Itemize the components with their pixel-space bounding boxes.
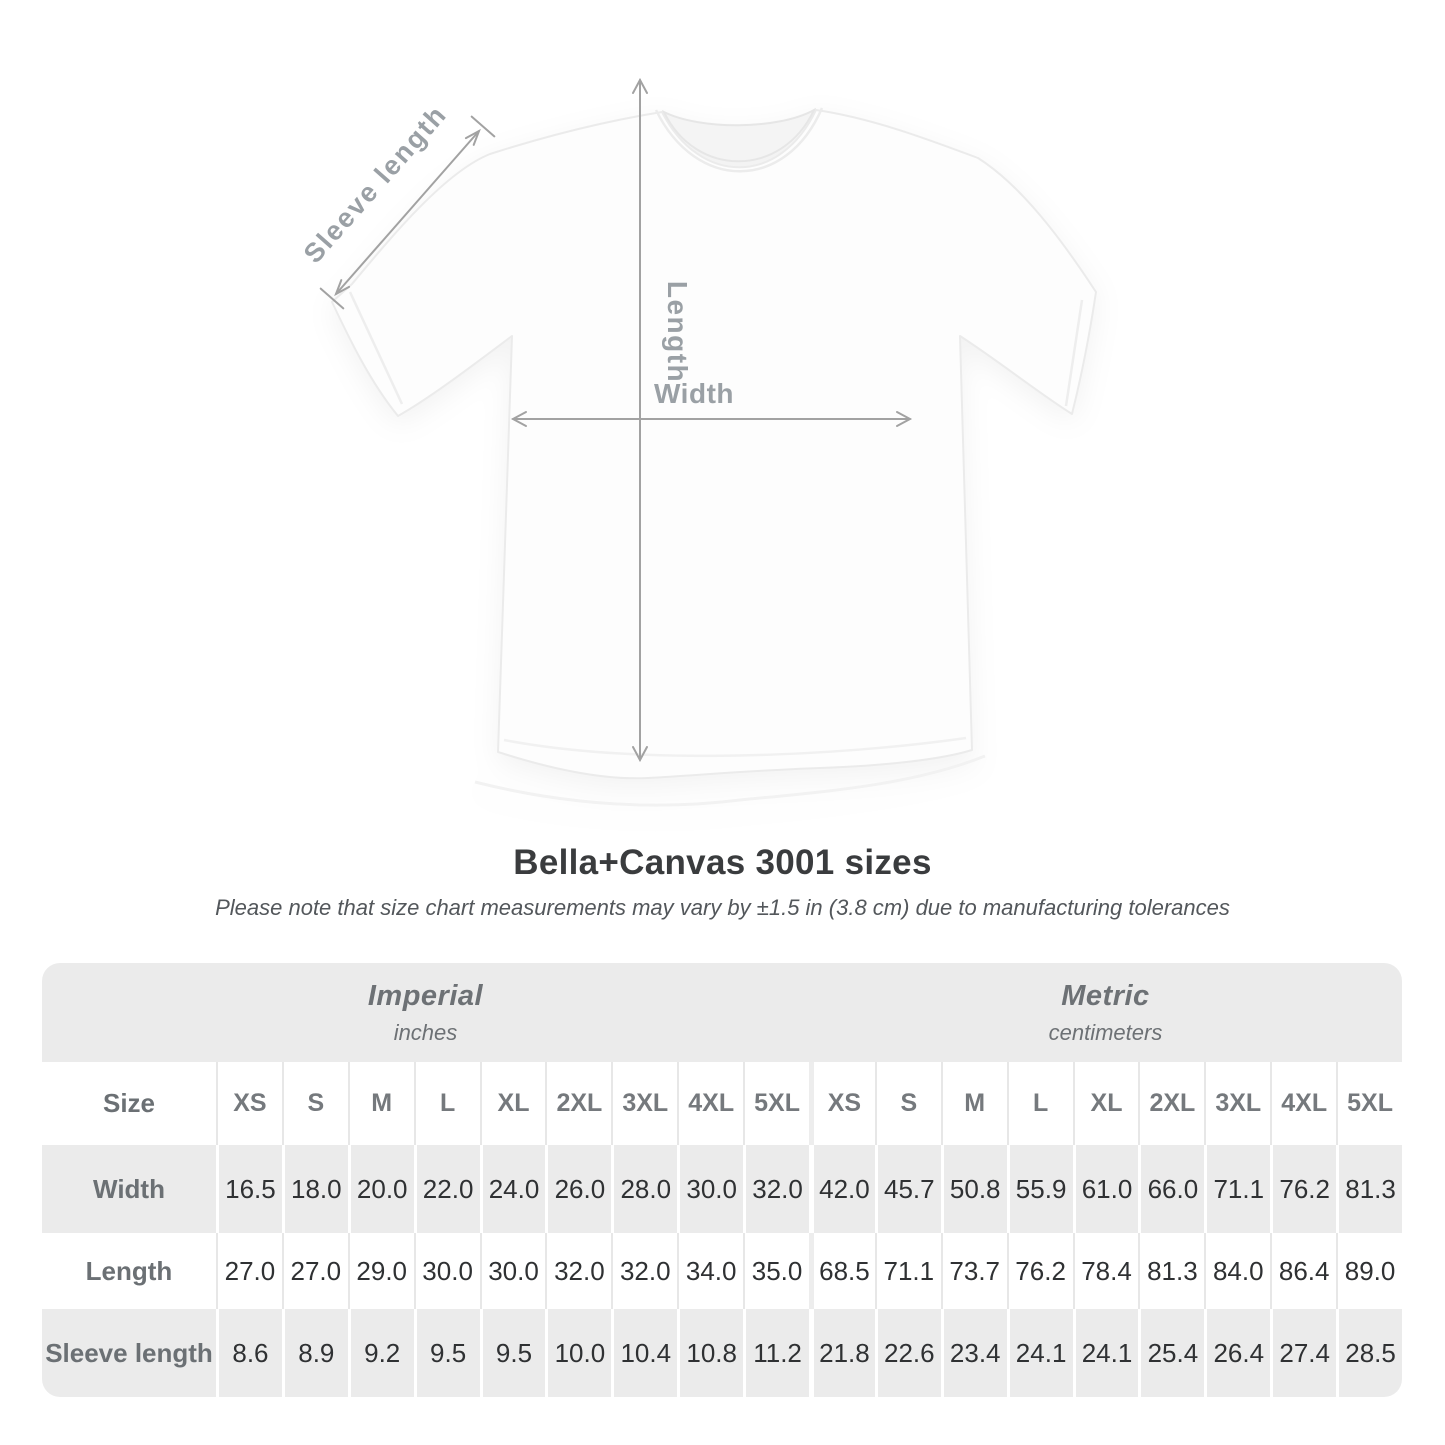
value-sleeve-length-metric: 27.4 [1270, 1309, 1337, 1397]
value-width-metric: 50.8 [940, 1145, 1007, 1233]
tshirt-diagram: Sleeve length Length Width [298, 77, 1097, 807]
value-width-metric: 71.1 [1204, 1145, 1271, 1233]
size-row-label: Size [42, 1062, 216, 1145]
size-header-metric-4xl: 4XL [1270, 1062, 1337, 1145]
tshirt-collar-opening [661, 107, 817, 163]
imperial-header: Imperial [367, 979, 484, 1012]
value-width-imperial: 22.0 [413, 1145, 480, 1233]
left-sleeve-hem [348, 291, 404, 405]
length-label: Length [662, 281, 693, 383]
imperial-unit: inches [393, 1019, 458, 1045]
size-header-metric-s: S [874, 1062, 941, 1145]
sleeve-length-arrow [319, 115, 496, 310]
row-label-width: Width [42, 1145, 216, 1233]
value-sleeve-length-metric: 24.1 [1072, 1309, 1139, 1397]
value-sleeve-length-metric: 28.5 [1336, 1309, 1402, 1397]
value-width-imperial: 20.0 [347, 1145, 414, 1233]
size-header-metric-2xl: 2XL [1138, 1062, 1205, 1145]
size-header-imperial-3xl: 3XL [611, 1062, 678, 1145]
row-label-length: Length [42, 1233, 216, 1309]
value-sleeve-length-metric: 22.6 [874, 1309, 941, 1397]
value-length-imperial: 29.0 [347, 1233, 414, 1309]
value-width-metric: 76.2 [1270, 1145, 1337, 1233]
value-sleeve-length-imperial: 9.5 [479, 1309, 546, 1397]
value-length-imperial: 35.0 [743, 1233, 809, 1309]
value-width-metric: 42.0 [808, 1145, 875, 1233]
size-header-metric-xl: XL [1072, 1062, 1139, 1145]
value-length-metric: 78.4 [1072, 1233, 1139, 1309]
value-length-metric: 73.7 [940, 1233, 1007, 1309]
size-header-imperial-xs: XS [216, 1062, 282, 1145]
value-width-imperial: 24.0 [479, 1145, 546, 1233]
metric-header-group: Metric centimeters [808, 963, 1402, 1062]
value-length-metric: 71.1 [874, 1233, 941, 1309]
size-header-metric-5xl: 5XL [1336, 1062, 1402, 1145]
row-label-sleeve-length: Sleeve length [42, 1309, 216, 1397]
size-header-metric-l: L [1006, 1062, 1073, 1145]
imperial-header-group: Imperial inches [42, 963, 809, 1062]
value-length-imperial: 30.0 [413, 1233, 480, 1309]
value-sleeve-length-imperial: 9.5 [413, 1309, 480, 1397]
size-header-imperial-m: M [347, 1062, 414, 1145]
value-width-imperial: 16.5 [216, 1145, 282, 1233]
value-sleeve-length-imperial: 8.6 [216, 1309, 282, 1397]
value-length-metric: 84.0 [1204, 1233, 1271, 1309]
value-length-metric: 76.2 [1006, 1233, 1073, 1309]
size-header-imperial-s: S [281, 1062, 348, 1145]
value-sleeve-length-metric: 23.4 [940, 1309, 1007, 1397]
value-sleeve-length-metric: 24.1 [1006, 1309, 1073, 1397]
value-width-imperial: 30.0 [677, 1145, 744, 1233]
page-title: Bella+Canvas 3001 sizes [513, 843, 932, 882]
value-width-imperial: 26.0 [545, 1145, 612, 1233]
value-width-metric: 55.9 [1006, 1145, 1073, 1233]
value-length-imperial: 27.0 [216, 1233, 282, 1309]
value-width-metric: 45.7 [874, 1145, 941, 1233]
value-length-metric: 68.5 [808, 1233, 875, 1309]
size-header-imperial-xl: XL [479, 1062, 546, 1145]
tshirt-body [331, 109, 1097, 780]
metric-header: Metric [1061, 979, 1150, 1012]
hem-wrinkle [474, 754, 986, 807]
width-label: Width [654, 378, 734, 409]
value-length-metric: 81.3 [1138, 1233, 1205, 1309]
value-width-imperial: 28.0 [611, 1145, 678, 1233]
tshirt-collar-rim [654, 107, 824, 173]
value-length-imperial: 32.0 [611, 1233, 678, 1309]
value-sleeve-length-imperial: 10.4 [611, 1309, 678, 1397]
value-width-imperial: 32.0 [743, 1145, 809, 1233]
value-width-metric: 66.0 [1138, 1145, 1205, 1233]
value-sleeve-length-metric: 25.4 [1138, 1309, 1205, 1397]
value-sleeve-length-imperial: 8.9 [281, 1309, 348, 1397]
metric-unit: centimeters [1048, 1019, 1163, 1045]
value-width-metric: 81.3 [1336, 1145, 1402, 1233]
tolerance-note: Please note that size chart measurements… [215, 895, 1230, 920]
size-header-metric-xs: XS [808, 1062, 875, 1145]
tshirt-image [331, 107, 1097, 807]
size-table: Imperial inches Metric centimeters Size X… [42, 963, 1402, 1397]
width-arrow [510, 411, 913, 427]
size-header-metric-m: M [940, 1062, 1007, 1145]
value-length-metric: 86.4 [1270, 1233, 1337, 1309]
value-sleeve-length-metric: 26.4 [1204, 1309, 1271, 1397]
value-sleeve-length-imperial: 10.8 [677, 1309, 744, 1397]
value-sleeve-length-imperial: 10.0 [545, 1309, 612, 1397]
value-length-imperial: 34.0 [677, 1233, 744, 1309]
value-width-imperial: 18.0 [281, 1145, 348, 1233]
value-width-metric: 61.0 [1072, 1145, 1139, 1233]
value-length-imperial: 32.0 [545, 1233, 612, 1309]
value-sleeve-length-imperial: 11.2 [743, 1309, 809, 1397]
value-length-imperial: 27.0 [281, 1233, 348, 1309]
value-length-metric: 89.0 [1336, 1233, 1402, 1309]
size-header-imperial-2xl: 2XL [545, 1062, 612, 1145]
value-length-imperial: 30.0 [479, 1233, 546, 1309]
value-sleeve-length-imperial: 9.2 [347, 1309, 414, 1397]
size-header-metric-3xl: 3XL [1204, 1062, 1271, 1145]
value-sleeve-length-metric: 21.8 [808, 1309, 875, 1397]
size-header-imperial-4xl: 4XL [677, 1062, 744, 1145]
size-header-imperial-l: L [413, 1062, 480, 1145]
bottom-hem-stitch [503, 736, 967, 758]
size-header-imperial-5xl: 5XL [743, 1062, 809, 1145]
right-sleeve-hem [1064, 299, 1084, 407]
